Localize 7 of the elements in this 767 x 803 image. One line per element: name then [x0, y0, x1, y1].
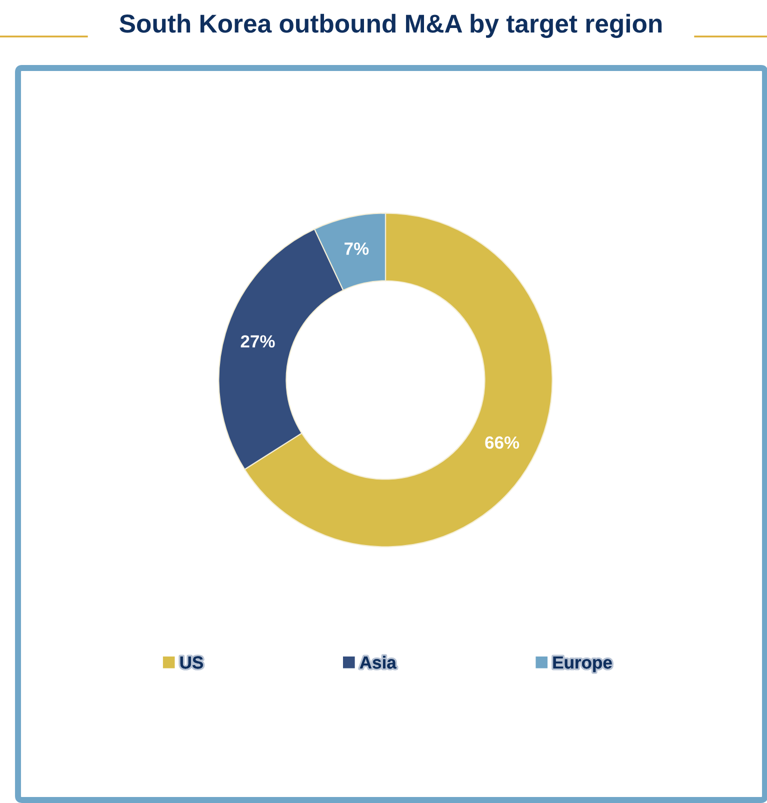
data-label: 27% — [240, 335, 275, 348]
legend-label: Asia — [360, 656, 396, 669]
legend-label: Europe — [553, 656, 612, 672]
data-label: 7% — [344, 242, 369, 255]
chart-title: South Korea outbound M&A by target region — [120, 14, 662, 38]
data-label: 66% — [485, 436, 520, 449]
legend-label: US — [180, 656, 203, 669]
